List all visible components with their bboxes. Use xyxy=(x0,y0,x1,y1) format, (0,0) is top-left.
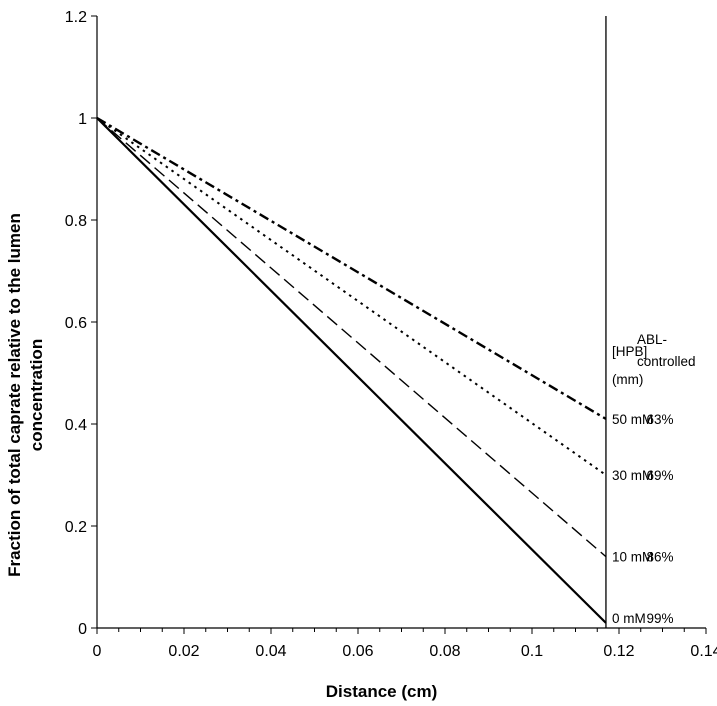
series-line-dot xyxy=(96,117,607,476)
hpb-label: 0 mM xyxy=(612,611,646,626)
y-tick-label: 0.8 xyxy=(65,213,87,230)
hpb-label: 10 mM xyxy=(612,550,653,565)
x-tick-label: 0.08 xyxy=(429,643,460,660)
y-tick-label: 0.6 xyxy=(65,315,87,332)
tick-labels: 0 0.2 0.4 0.6 0.8 1 1.2 0 0.02 0.04 0.06 0.08 0.1 0.1… xyxy=(65,9,717,660)
hpb-header-line-2: (mm) xyxy=(612,372,643,387)
y-tick-label: 1.2 xyxy=(65,9,87,26)
y-tick-label: 0.2 xyxy=(65,519,87,536)
hpb-label: 30 mM xyxy=(612,468,653,483)
abl-value: 99% xyxy=(646,611,673,626)
x-tick-label: 0.1 xyxy=(521,643,543,660)
abl-header-line-2: controlled xyxy=(637,354,696,369)
x-tick-label: 0.02 xyxy=(168,643,199,660)
x-axis-title: Distance (cm) xyxy=(326,682,437,701)
y-axis-title-line-1: Fraction of total caprate relative to th… xyxy=(5,213,24,577)
abl-value: 63% xyxy=(646,412,673,427)
y-axis-title-line-2: concentration xyxy=(27,339,46,451)
abl-header-line-1: ABL- xyxy=(637,332,667,347)
x-tick-label: 0.14 xyxy=(690,643,717,660)
y-tick-label: 0.4 xyxy=(65,417,87,434)
axes xyxy=(91,15,707,634)
y-tick-label: 1 xyxy=(78,111,87,128)
abl-value: 86% xyxy=(646,550,673,565)
x-tick-label: 0 xyxy=(93,643,102,660)
series-lines xyxy=(96,116,607,624)
x-tick-label: 0.12 xyxy=(603,643,634,660)
x-tick-label: 0.06 xyxy=(342,643,373,660)
series-line-dash xyxy=(96,117,607,558)
series-line-solid xyxy=(96,117,607,624)
series-line-dashdot xyxy=(96,116,607,420)
y-tick-label: 0 xyxy=(78,621,87,638)
axis-titles: Distance (cm) Fraction of total caprate r… xyxy=(5,213,437,701)
hpb-label: 50 mM xyxy=(612,412,653,427)
x-tick-label: 0.04 xyxy=(255,643,286,660)
abl-value: 69% xyxy=(646,468,673,483)
hpb-header-line-1: [HPB] xyxy=(612,344,647,359)
